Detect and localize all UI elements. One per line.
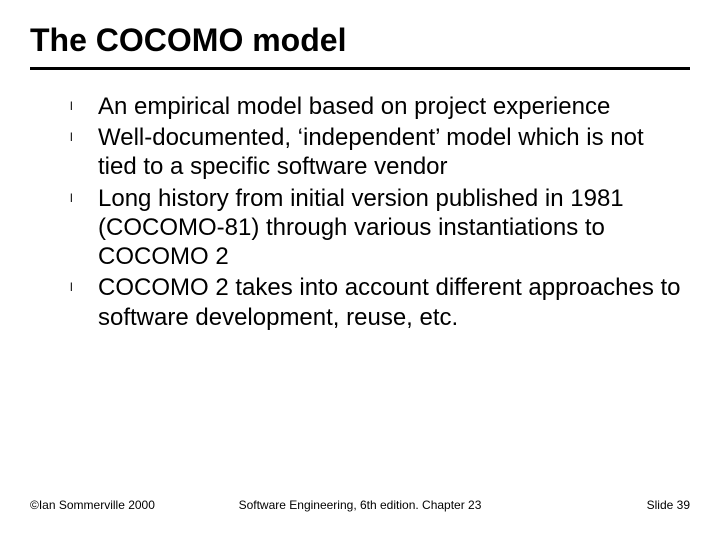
bullet-marker-icon: l bbox=[68, 273, 98, 302]
bullet-item: l Well-documented, ‘independent’ model w… bbox=[68, 123, 684, 182]
bullet-text: An empirical model based on project expe… bbox=[98, 92, 610, 121]
bullet-item: l An empirical model based on project ex… bbox=[68, 92, 684, 121]
slide-body: l An empirical model based on project ex… bbox=[30, 92, 690, 332]
slide-title: The COCOMO model bbox=[30, 22, 690, 65]
slide: The COCOMO model l An empirical model ba… bbox=[0, 0, 720, 540]
bullet-text: COCOMO 2 takes into account different ap… bbox=[98, 273, 684, 332]
slide-footer: ©Ian Sommerville 2000 Software Engineeri… bbox=[30, 498, 690, 512]
footer-copyright: ©Ian Sommerville 2000 bbox=[30, 498, 155, 512]
bullet-text: Long history from initial version publis… bbox=[98, 184, 684, 272]
bullet-item: l COCOMO 2 takes into account different … bbox=[68, 273, 684, 332]
bullet-marker-icon: l bbox=[68, 92, 98, 121]
bullet-item: l Long history from initial version publ… bbox=[68, 184, 684, 272]
bullet-text: Well-documented, ‘independent’ model whi… bbox=[98, 123, 684, 182]
bullet-marker-icon: l bbox=[68, 184, 98, 213]
footer-slide-number: Slide 39 bbox=[647, 498, 690, 512]
bullet-marker-icon: l bbox=[68, 123, 98, 152]
title-underline bbox=[30, 67, 690, 70]
